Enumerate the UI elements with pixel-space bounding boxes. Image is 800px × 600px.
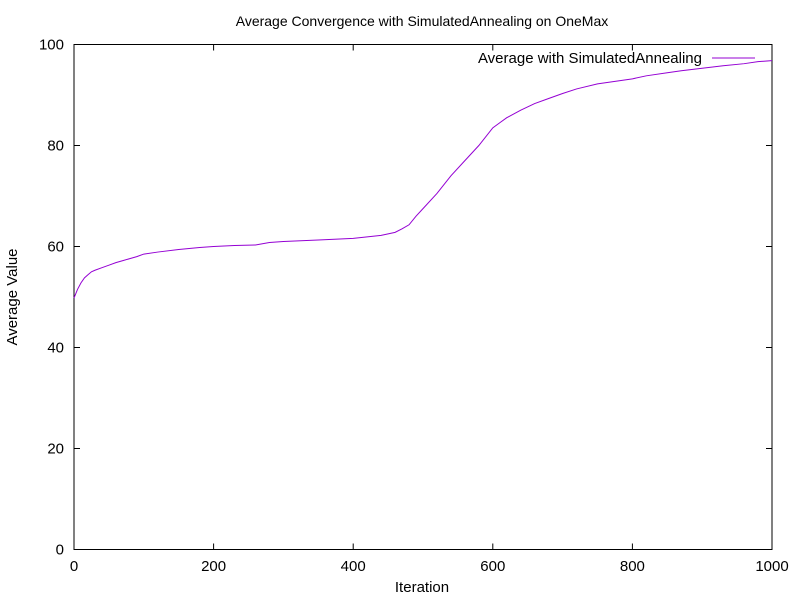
y-tick-label: 40 bbox=[47, 340, 64, 357]
series-layer bbox=[73, 60, 773, 299]
y-axis: 0 20 40 60 80 100 bbox=[39, 37, 772, 559]
series-line-0 bbox=[73, 60, 773, 299]
legend-label: Average with SimulatedAnnealing bbox=[478, 50, 702, 67]
y-tick-label: 80 bbox=[47, 138, 64, 155]
chart-title: Average Convergence with SimulatedAnneal… bbox=[236, 13, 609, 29]
x-tick-label: 1000 bbox=[755, 558, 788, 575]
x-tick-label: 400 bbox=[341, 558, 366, 575]
x-tick-label: 200 bbox=[201, 558, 226, 575]
plot-area bbox=[73, 44, 773, 550]
x-tick-label: 0 bbox=[70, 558, 78, 575]
legend: Average with SimulatedAnnealing bbox=[478, 50, 755, 67]
x-axis-label: Iteration bbox=[395, 579, 449, 596]
y-tick-label: 20 bbox=[47, 441, 64, 458]
x-axis: 0 200 400 600 800 1000 bbox=[70, 44, 789, 575]
x-tick-label: 800 bbox=[620, 558, 645, 575]
y-tick-label: 100 bbox=[39, 37, 64, 54]
y-tick-label: 0 bbox=[56, 542, 64, 559]
x-tick-label: 600 bbox=[480, 558, 505, 575]
y-axis-label: Average Value bbox=[4, 248, 21, 345]
y-tick-label: 60 bbox=[47, 239, 64, 256]
